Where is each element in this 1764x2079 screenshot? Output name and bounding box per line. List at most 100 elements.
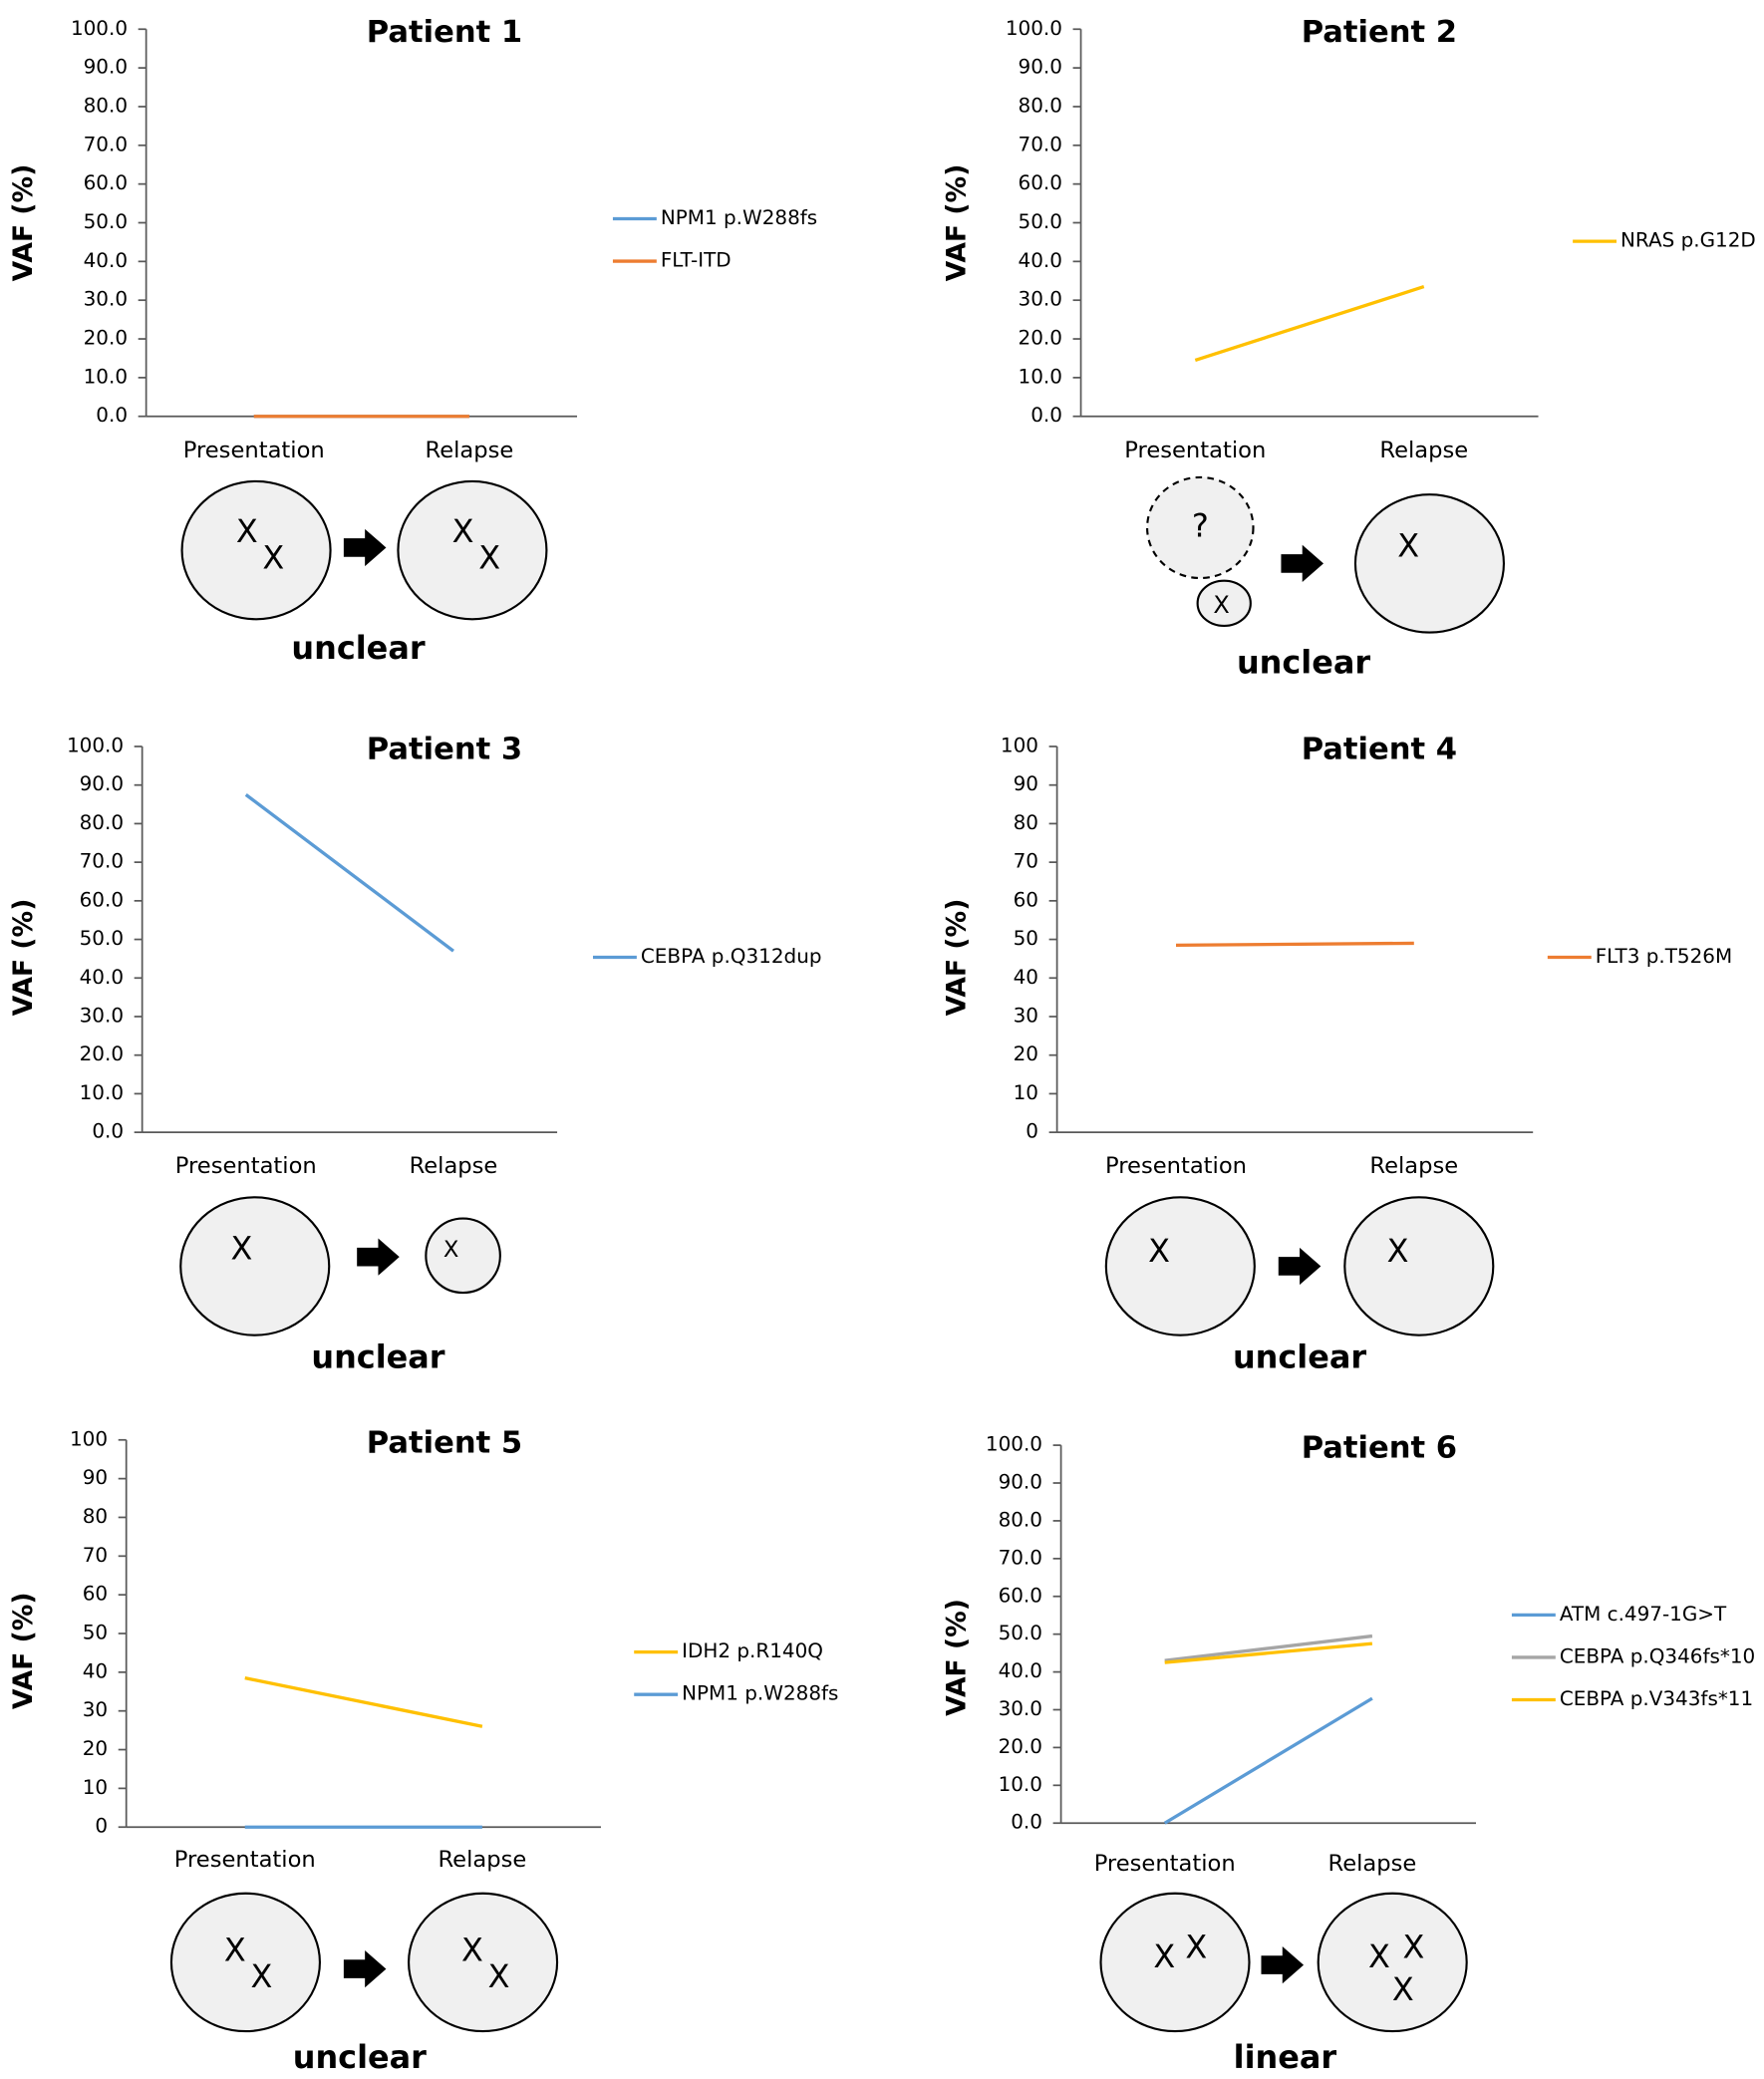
y-tick-label: 100.0 bbox=[986, 1432, 1042, 1456]
y-tick-label: 100 bbox=[70, 1426, 108, 1450]
chart-title: Patient 2 bbox=[1302, 15, 1457, 50]
y-tick-label: 0.0 bbox=[1030, 403, 1062, 427]
y-tick-label: 40.0 bbox=[80, 965, 124, 989]
y-tick-label: 20.0 bbox=[80, 1041, 124, 1065]
clone-marker: X bbox=[1397, 526, 1419, 564]
clone-circle bbox=[425, 1217, 501, 1295]
y-tick-label: 20.0 bbox=[84, 326, 128, 350]
legend-label: ATM c.497-1G>T bbox=[1560, 1602, 1727, 1626]
y-tick-label: 50.0 bbox=[84, 209, 128, 233]
y-tick-label: 0.0 bbox=[1011, 1810, 1042, 1834]
y-axis-label: VAF (%) bbox=[8, 899, 39, 1017]
y-tick-label: 90.0 bbox=[1019, 55, 1062, 79]
y-tick-label: 30.0 bbox=[80, 1003, 124, 1027]
clone-circle bbox=[1343, 1196, 1495, 1336]
y-tick-label: 100.0 bbox=[71, 16, 128, 40]
y-tick-label: 30.0 bbox=[1019, 287, 1062, 311]
y-tick-label: 30.0 bbox=[84, 287, 128, 311]
legend-label: IDH2 p.R140Q bbox=[682, 1638, 823, 1662]
clonal-pattern: unclear bbox=[293, 2038, 427, 2076]
clone-circle bbox=[407, 1892, 559, 2033]
clone-marker: X bbox=[1153, 1937, 1175, 1975]
y-tick-label: 40 bbox=[83, 1658, 108, 1682]
y-tick-label: 30 bbox=[1014, 1003, 1038, 1027]
y-tick-label: 90.0 bbox=[84, 55, 128, 79]
clonal-pattern: unclear bbox=[311, 1338, 444, 1376]
arrow bbox=[1261, 1945, 1305, 1984]
clone-marker: X bbox=[1148, 1232, 1170, 1270]
y-tick-label: 20 bbox=[83, 1736, 108, 1760]
y-tick-label: 60.0 bbox=[84, 170, 128, 194]
x-tick-label: Relapse bbox=[438, 1847, 526, 1873]
y-tick-label: 50.0 bbox=[80, 926, 124, 950]
clonal-pattern: unclear bbox=[1233, 1338, 1366, 1376]
y-tick-label: 30.0 bbox=[999, 1696, 1042, 1720]
legend-label: NPM1 p.W288fs bbox=[661, 205, 817, 229]
y-axis-label: VAF (%) bbox=[8, 164, 39, 282]
y-tick-label: 100 bbox=[1001, 733, 1038, 756]
y-tick-label: 0 bbox=[1026, 1119, 1038, 1143]
y-tick-label: 80.0 bbox=[84, 93, 128, 117]
y-tick-label: 10.0 bbox=[1019, 364, 1062, 388]
y-tick-label: 70.0 bbox=[999, 1545, 1042, 1569]
legend-label: NRAS p.G12D bbox=[1620, 228, 1756, 252]
y-tick-label: 80 bbox=[1014, 810, 1038, 834]
y-tick-label: 90 bbox=[83, 1465, 108, 1489]
chart-title: Patient 6 bbox=[1302, 1431, 1457, 1466]
y-axis-label: VAF (%) bbox=[941, 164, 972, 282]
clone-marker: X bbox=[1213, 591, 1229, 619]
clone-marker: ? bbox=[1192, 506, 1209, 544]
clone-circle bbox=[1317, 1892, 1468, 2033]
clone-marker: X bbox=[452, 512, 474, 550]
y-tick-label: 0.0 bbox=[96, 403, 128, 427]
y-axis-label: VAF (%) bbox=[8, 1592, 39, 1709]
y-tick-label: 0 bbox=[95, 1814, 108, 1838]
clone-circle bbox=[1146, 475, 1255, 580]
y-tick-label: 80.0 bbox=[999, 1507, 1042, 1531]
arrow bbox=[1281, 544, 1324, 583]
y-tick-label: 20.0 bbox=[999, 1734, 1042, 1758]
x-tick-label: Relapse bbox=[1369, 1153, 1458, 1179]
arrow bbox=[357, 1238, 400, 1276]
y-tick-label: 60.0 bbox=[999, 1583, 1042, 1607]
y-tick-label: 30 bbox=[83, 1697, 108, 1721]
x-tick-label: Presentation bbox=[1094, 1851, 1236, 1877]
clone-circle bbox=[179, 1196, 331, 1336]
legend-label: CEBPA p.Q346fs*10 bbox=[1560, 1643, 1755, 1667]
legend-label: CEBPA p.V343fs*11 bbox=[1560, 1686, 1753, 1710]
y-tick-label: 70.0 bbox=[80, 849, 124, 873]
y-tick-label: 80.0 bbox=[1019, 93, 1062, 117]
clone-marker: X bbox=[1392, 1970, 1414, 2008]
y-tick-label: 70 bbox=[1014, 849, 1038, 873]
x-tick-label: Presentation bbox=[1124, 438, 1266, 463]
x-tick-label: Relapse bbox=[1328, 1851, 1417, 1877]
clone-marker: X bbox=[1185, 1929, 1207, 1966]
clone-marker: X bbox=[478, 538, 500, 576]
y-tick-label: 10.0 bbox=[999, 1772, 1042, 1796]
data-line bbox=[1163, 1696, 1373, 1825]
clone-marker: X bbox=[443, 1237, 458, 1263]
y-tick-label: 100.0 bbox=[1006, 16, 1062, 40]
chart-title: Patient 1 bbox=[367, 15, 522, 50]
clone-marker: X bbox=[262, 538, 284, 576]
data-line bbox=[1175, 941, 1414, 948]
data-line bbox=[244, 1676, 483, 1728]
y-axis-label: VAF (%) bbox=[941, 1599, 972, 1716]
legend-label: FLT3 p.T526M bbox=[1596, 944, 1732, 968]
arrow bbox=[1278, 1247, 1322, 1286]
y-tick-label: 60.0 bbox=[80, 887, 124, 911]
chart-title: Patient 4 bbox=[1302, 732, 1457, 766]
clone-marker: X bbox=[1403, 1929, 1425, 1966]
y-tick-label: 10.0 bbox=[80, 1080, 124, 1104]
y-tick-label: 20.0 bbox=[1019, 326, 1062, 350]
legend-label: NPM1 p.W288fs bbox=[682, 1681, 838, 1705]
y-tick-label: 50.0 bbox=[1019, 209, 1062, 233]
y-tick-label: 40.0 bbox=[84, 248, 128, 272]
data-line bbox=[1194, 285, 1425, 362]
y-tick-label: 10.0 bbox=[84, 364, 128, 388]
clone-marker: X bbox=[1387, 1232, 1409, 1270]
chart-title: Patient 3 bbox=[367, 732, 522, 766]
y-tick-label: 50 bbox=[83, 1621, 108, 1644]
chart-title: Patient 5 bbox=[367, 1425, 522, 1460]
clonal-pattern: linear bbox=[1234, 2038, 1337, 2076]
